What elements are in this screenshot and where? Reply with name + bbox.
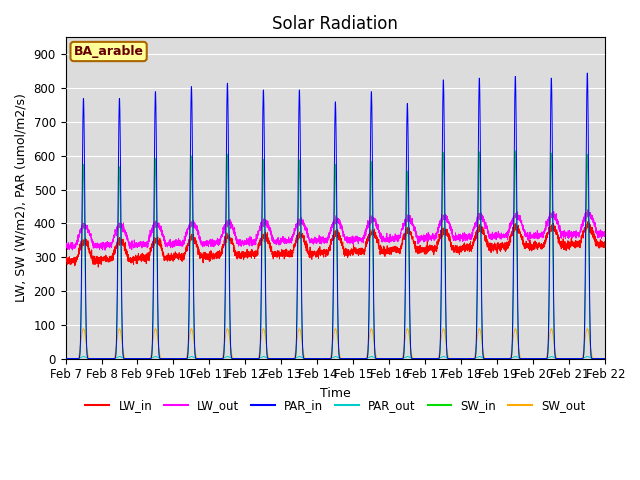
Title: Solar Radiation: Solar Radiation — [273, 15, 398, 33]
Legend: LW_in, LW_out, PAR_in, PAR_out, SW_in, SW_out: LW_in, LW_out, PAR_in, PAR_out, SW_in, S… — [81, 395, 590, 417]
Y-axis label: LW, SW (W/m2), PAR (umol/m2/s): LW, SW (W/m2), PAR (umol/m2/s) — [15, 94, 28, 302]
X-axis label: Time: Time — [320, 387, 351, 400]
Text: BA_arable: BA_arable — [74, 45, 143, 58]
